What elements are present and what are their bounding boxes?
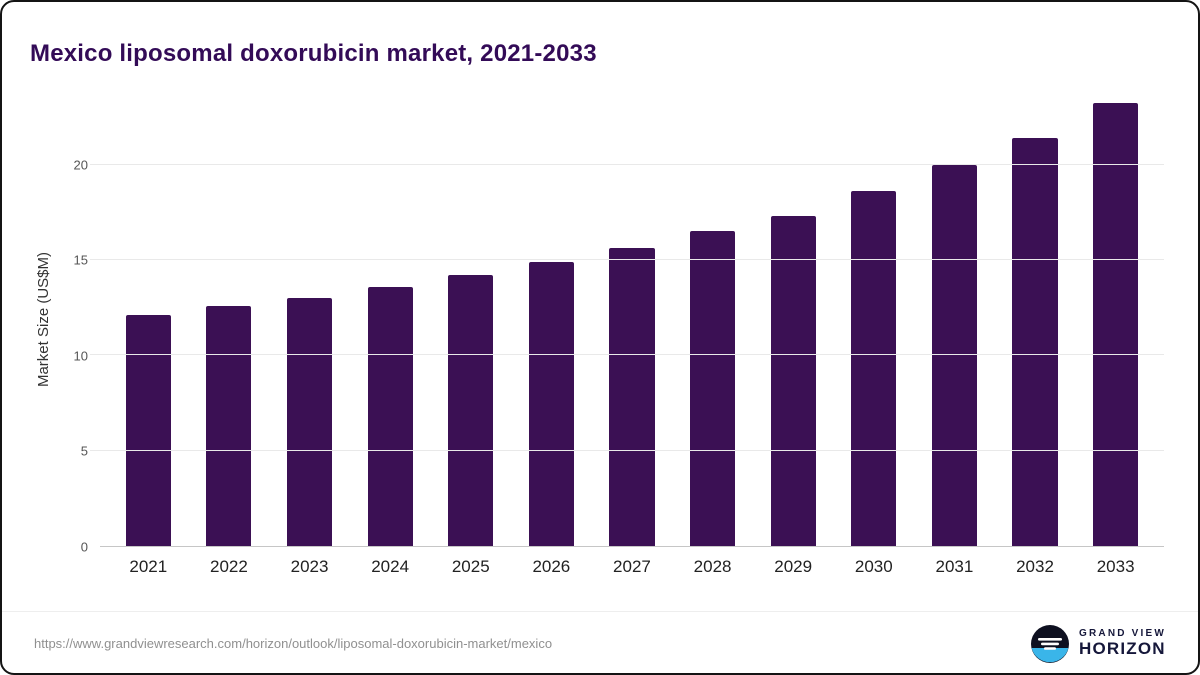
bar-2030 (851, 191, 897, 546)
y-tick-label-0: 0 (80, 539, 88, 555)
x-tick-label-2022: 2022 (210, 557, 248, 576)
bar-2026 (528, 261, 574, 546)
x-tick-label-2021: 2021 (129, 557, 168, 576)
x-tick-label-2023: 2023 (290, 557, 329, 576)
logo-line-horizon: HORIZON (1079, 639, 1166, 659)
bars (100, 92, 1164, 546)
gridline-15 (90, 258, 1164, 260)
logo-line-grand-view: GRAND VIEW (1079, 627, 1166, 639)
bar-column-2027 (592, 92, 673, 546)
x-tick-label-2028: 2028 (693, 557, 732, 576)
x-tick-label-2026: 2026 (532, 557, 571, 576)
y-axis-title-cell: Market Size (US$M) (28, 92, 58, 547)
y-tick-label-20: 20 (73, 157, 88, 173)
bar-column-2026 (511, 92, 592, 546)
bar-column-2022 (189, 92, 270, 546)
y-tick-label-15: 15 (73, 252, 88, 268)
bar-column-2024 (350, 92, 431, 546)
y-tick-label-5: 5 (80, 443, 88, 459)
bar-2025 (448, 275, 494, 546)
y-axis-title: Market Size (US$M) (34, 251, 52, 388)
footer: https://www.grandviewresearch.com/horizo… (0, 611, 1200, 675)
plot-area (90, 92, 1164, 547)
bar-2027 (609, 248, 655, 546)
x-tick-label-2030: 2030 (854, 557, 893, 576)
x-tick-label-2025: 2025 (451, 557, 490, 576)
horizon-logo-icon (1031, 624, 1069, 663)
bar-column-2028 (672, 92, 753, 546)
bar-2032 (1012, 137, 1058, 546)
bar-column-2023 (269, 92, 350, 546)
gridline-20 (90, 163, 1164, 165)
x-axis-labels: 2021 2022 2023 2024 2025 2026 2027 2028 2029 2030… (100, 547, 1164, 587)
bar-column-2029 (753, 92, 834, 546)
y-tick-label-10: 10 (73, 348, 88, 364)
bar-2033 (1093, 103, 1139, 546)
bar-2028 (690, 231, 736, 546)
bar-2021 (125, 315, 171, 546)
bar-2029 (770, 216, 816, 546)
bar-column-2030 (833, 92, 914, 546)
x-tick-label-2033: 2033 (1096, 557, 1135, 576)
page-title: Mexico liposomal doxorubicin market, 202… (30, 40, 597, 68)
bar-2023 (286, 298, 333, 546)
grandview-horizon-logo: GRAND VIEW HORIZON (1031, 624, 1166, 663)
logo-text: GRAND VIEW HORIZON (1079, 628, 1166, 659)
x-tick-label-2032: 2032 (1016, 557, 1054, 576)
x-tick-label-2027: 2027 (613, 557, 651, 576)
bar-column-2033 (1075, 92, 1156, 546)
bar-2024 (367, 286, 413, 546)
bar-column-2032 (995, 92, 1076, 546)
bar-2022 (206, 305, 252, 546)
gridline-5 (90, 449, 1164, 451)
bar-column-2031 (914, 92, 995, 546)
y-axis: 0 5 10 15 20 (58, 92, 100, 554)
x-tick-label-2031: 2031 (935, 557, 974, 576)
source-url: https://www.grandviewresearch.com/horizo… (34, 636, 553, 651)
bar-2031 (931, 164, 977, 546)
bar-column-2021 (108, 92, 189, 546)
bar-chart: Market Size (US$M) 0 5 10 15 20 2021 2022 2023… (28, 92, 1164, 587)
x-tick-label-2024: 2024 (371, 557, 410, 576)
bar-column-2025 (430, 92, 511, 546)
gridline-10 (90, 354, 1164, 356)
x-tick-label-2029: 2029 (774, 557, 813, 576)
